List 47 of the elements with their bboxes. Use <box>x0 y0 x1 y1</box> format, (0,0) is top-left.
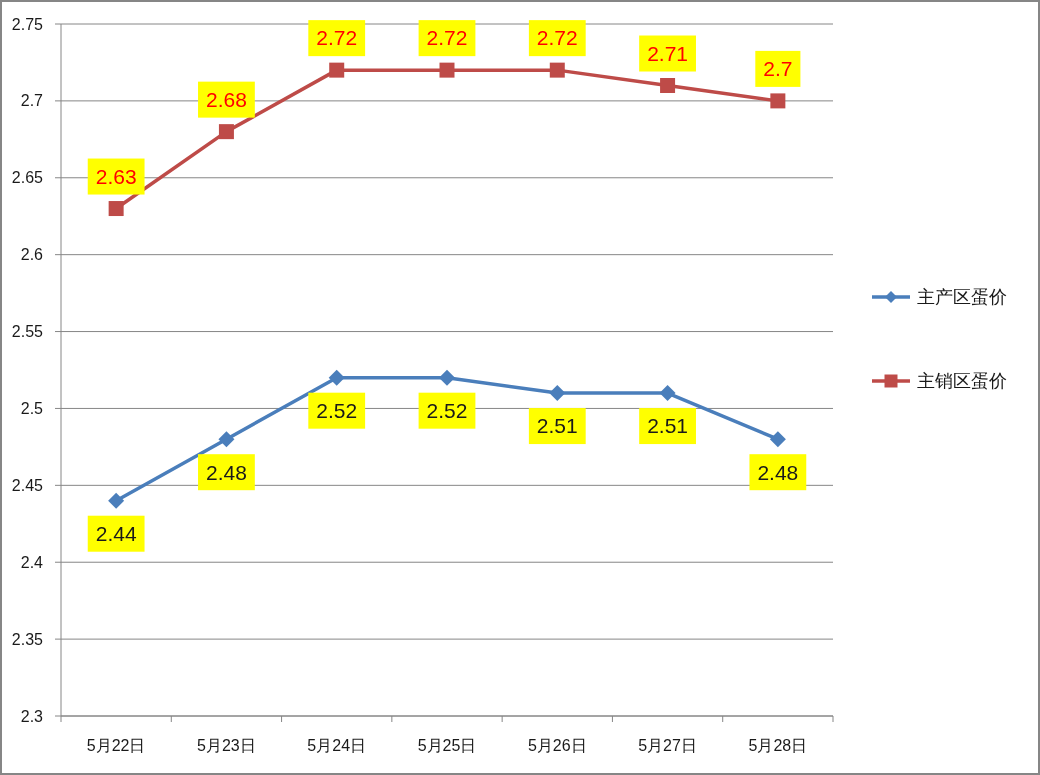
point <box>769 431 786 448</box>
data-label: 2.72 <box>316 26 358 50</box>
y-tick-label: 2.55 <box>11 323 44 341</box>
point <box>770 93 786 109</box>
y-tick-label: 2.45 <box>11 476 44 494</box>
y-tick-label: 2.75 <box>11 15 44 33</box>
data-label: 2.68 <box>205 87 247 111</box>
data-label: 2.44 <box>95 522 137 546</box>
point <box>218 124 234 140</box>
data-label: 2.48 <box>757 460 799 484</box>
point <box>108 492 125 509</box>
data-label: 2.7 <box>763 57 793 81</box>
y-tick-label: 2.35 <box>11 630 44 648</box>
legend-label: 主销区蛋价 <box>917 371 1007 392</box>
point <box>659 385 676 402</box>
point <box>328 369 345 386</box>
data-label: 2.52 <box>426 399 468 423</box>
x-tick-label: 5月24日 <box>307 736 367 754</box>
x-tick-label: 5月27日 <box>638 736 697 754</box>
data-label: 2.48 <box>205 460 247 484</box>
y-tick-label: 2.7 <box>20 92 44 110</box>
data-label: 2.51 <box>536 414 578 438</box>
legend-label: 主产区蛋价 <box>917 287 1007 308</box>
data-label: 2.51 <box>647 414 689 438</box>
y-tick-label: 2.65 <box>11 169 44 187</box>
x-tick-label: 5月26日 <box>527 736 587 754</box>
data-label: 2.72 <box>426 26 468 50</box>
point <box>218 431 235 448</box>
point <box>439 62 455 78</box>
x-tick-label: 5月28日 <box>748 736 808 754</box>
y-tick-label: 2.3 <box>20 707 44 725</box>
point <box>108 201 124 217</box>
y-tick-label: 2.4 <box>20 553 44 571</box>
y-tick-label: 2.5 <box>20 400 44 418</box>
point <box>549 62 565 78</box>
y-tick-label: 2.6 <box>20 246 44 264</box>
point <box>329 62 345 78</box>
data-label: 2.72 <box>536 26 578 50</box>
x-tick-label: 5月25日 <box>417 736 477 754</box>
x-tick-label: 5月22日 <box>86 736 146 754</box>
data-label: 2.52 <box>316 399 358 423</box>
point <box>660 78 676 94</box>
x-tick-label: 5月23日 <box>197 736 256 754</box>
data-label: 2.63 <box>95 164 137 188</box>
point <box>439 369 455 386</box>
point <box>549 385 566 402</box>
data-label: 2.71 <box>647 41 689 65</box>
